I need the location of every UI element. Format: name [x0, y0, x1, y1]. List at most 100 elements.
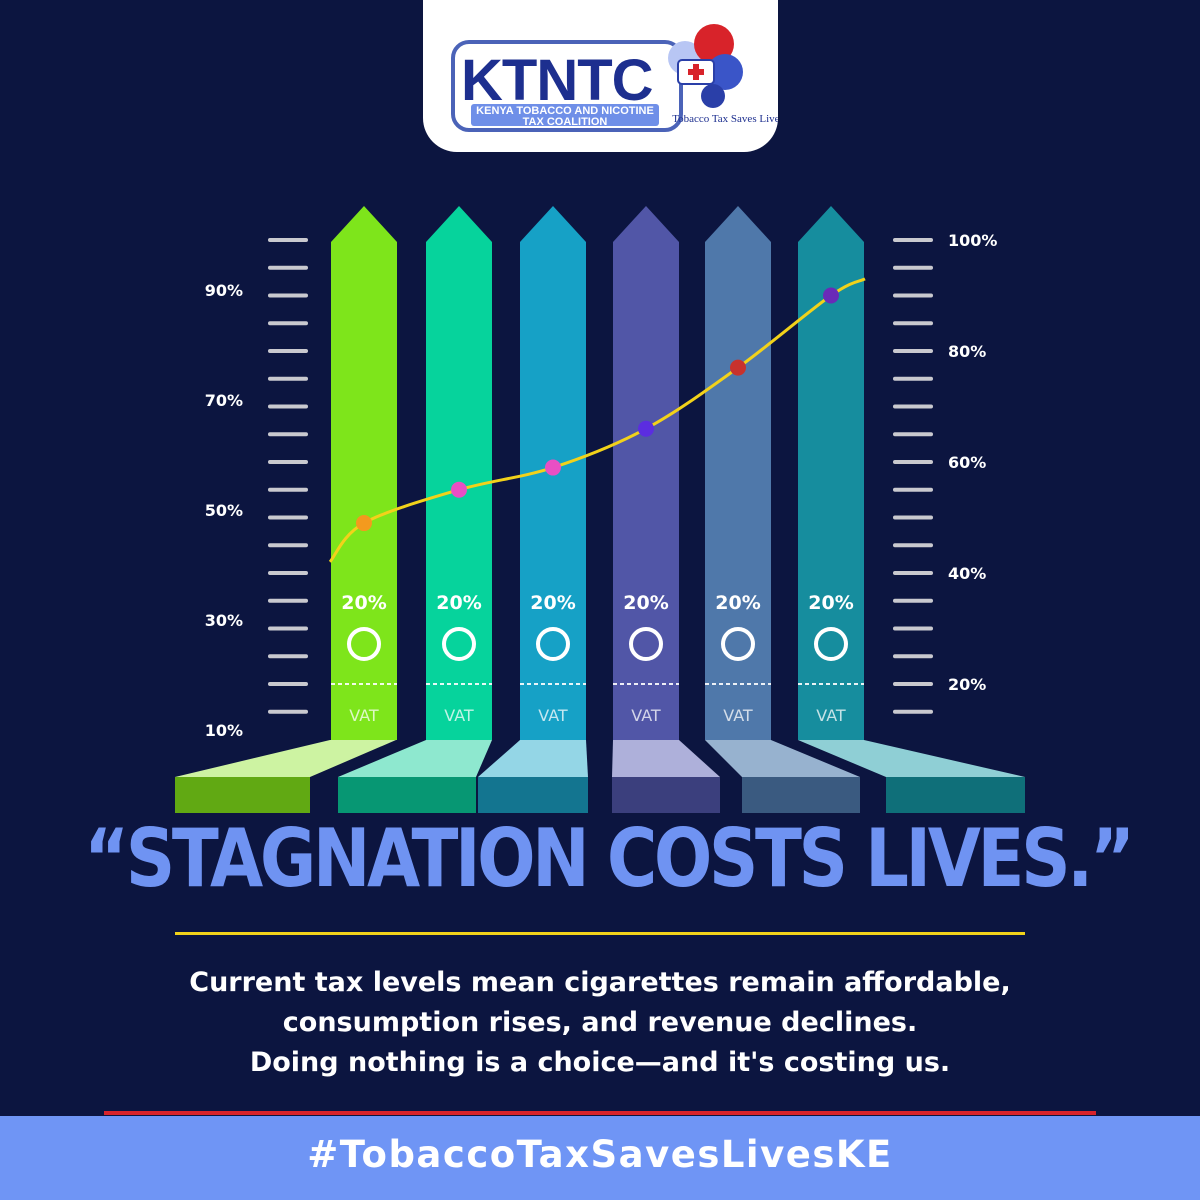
left-axis-label-5: 90%	[205, 281, 243, 300]
left-axis-tick-5	[268, 349, 308, 353]
left-axis: 10% 30% 50% 70% 90%	[205, 238, 308, 740]
left-axis-tick-9	[268, 460, 308, 464]
bar-base-front-1	[175, 777, 310, 813]
left-axis-tick-7	[268, 404, 308, 409]
trend-curve	[328, 277, 866, 563]
bar-3d-bases	[175, 740, 1025, 813]
right-axis-label-1: 20%	[948, 675, 986, 694]
people-health-icon	[668, 24, 743, 108]
bar-base-front-2	[338, 777, 476, 813]
bar-ring-icon-1	[347, 627, 381, 661]
body-line-3: Doing nothing is a choice—and it's costi…	[249, 1047, 951, 1078]
right-axis-tick-12	[893, 543, 933, 548]
bar-value-label-5: 20%	[715, 592, 760, 614]
left-axis-tick-3	[268, 293, 308, 298]
logo-org-line2: TAX COALITION	[523, 116, 608, 128]
bar-value-label-6: 20%	[808, 592, 853, 614]
logo-tagline: Tobacco Tax Saves Lives	[672, 113, 778, 125]
bar-ring-icon-4	[629, 627, 663, 661]
right-axis-tick-5	[893, 349, 933, 353]
footer-divider	[104, 1111, 1096, 1115]
bar-base-front-3	[478, 777, 588, 813]
body-line-1: Current tax levels mean cigarettes remai…	[189, 967, 1011, 998]
right-axis-label-4: 80%	[948, 342, 986, 361]
right-axis-tick-8	[893, 432, 933, 437]
left-axis-tick-17	[268, 682, 308, 686]
right-axis-tick-2	[893, 265, 933, 270]
bar-ring-icon-2	[442, 627, 476, 661]
left-axis-tick-13	[268, 571, 308, 575]
bar-base-label-4: VAT	[631, 706, 661, 725]
right-axis-tick-18	[893, 709, 933, 714]
right-axis-tick-13	[893, 571, 933, 575]
right-axis-tick-17	[893, 682, 933, 686]
hashtag-banner: #TobaccoTaxSavesLivesKE	[0, 1116, 1200, 1200]
right-axis-label-5: 100%	[948, 231, 997, 250]
bar-5	[705, 206, 771, 740]
trend-point-1	[356, 515, 372, 532]
right-axis-tick-16	[893, 654, 933, 659]
left-axis-tick-6	[268, 376, 308, 381]
right-axis-label-2: 40%	[948, 564, 986, 583]
right-axis-tick-6	[893, 376, 933, 381]
bar-base-label-2: VAT	[444, 706, 474, 725]
ktntc-logo: KTNTC KENYA TOBACCO AND NICOTINE TAX COA…	[451, 24, 784, 132]
right-axis-tick-15	[893, 626, 933, 631]
left-axis-tick-15	[268, 626, 308, 631]
bar-base-label-5: VAT	[723, 706, 753, 725]
bar-1	[331, 206, 397, 740]
right-axis: 20% 40% 60% 80% 100%	[893, 231, 997, 714]
left-axis-label-4: 70%	[205, 391, 243, 410]
bar-base-top-5	[705, 740, 860, 777]
left-axis-tick-14	[268, 598, 308, 603]
left-axis-tick-11	[268, 515, 308, 520]
right-axis-tick-1	[893, 238, 933, 242]
bar-2	[426, 206, 492, 740]
left-axis-tick-1	[268, 238, 308, 242]
logo-name-band	[471, 104, 659, 126]
bar-base-top-3	[478, 740, 588, 777]
right-axis-tick-3	[893, 293, 933, 298]
bar-value-label-2: 20%	[436, 592, 481, 614]
trend-point-6	[823, 287, 839, 304]
bar-ring-icon-3	[536, 627, 570, 661]
left-axis-label-1: 10%	[205, 721, 243, 740]
bar-value-label-1: 20%	[341, 592, 386, 614]
left-axis-tick-16	[268, 654, 308, 659]
logo-frame	[451, 40, 683, 132]
right-axis-tick-9	[893, 460, 933, 464]
slogan: “STAGNATION COSTS LIVES.”	[84, 812, 1135, 905]
hashtag: #TobaccoTaxSavesLivesKE	[307, 1133, 893, 1176]
bar-value-label-3: 20%	[530, 592, 575, 614]
right-axis-tick-14	[893, 598, 933, 603]
bar-base-top-1	[175, 740, 396, 777]
trend-point-2	[451, 481, 467, 498]
right-axis-tick-4	[893, 321, 933, 326]
bar-4	[613, 206, 679, 740]
bar-base-front-5	[742, 777, 860, 813]
bar-base-label-6: VAT	[816, 706, 846, 725]
bar-base-top-4	[612, 740, 720, 777]
left-axis-tick-8	[268, 432, 308, 437]
logo-card: KTNTC KENYA TOBACCO AND NICOTINE TAX COA…	[423, 0, 784, 152]
bar-base-front-4	[612, 777, 720, 813]
left-axis-label-3: 50%	[205, 501, 243, 520]
bar-base-label-1: VAT	[349, 706, 379, 725]
bar-value-label-4: 20%	[623, 592, 668, 614]
trend-point-4	[638, 420, 654, 437]
bars: 20% VAT 20% VAT 20% VAT 20% VAT 20% VAT 20% VAT	[331, 206, 864, 740]
logo-acronym: KTNTC	[461, 48, 653, 113]
right-axis-tick-11	[893, 515, 933, 520]
left-axis-tick-18	[268, 709, 308, 714]
left-axis-tick-10	[268, 487, 308, 492]
trend-points	[356, 287, 839, 532]
logo-org-line1: KENYA TOBACCO AND NICOTINE	[476, 105, 654, 117]
chart: 20% VAT 20% VAT 20% VAT 20% VAT 20% VAT 20% VAT 10%…	[175, 206, 1025, 813]
bar-base-front-6	[886, 777, 1025, 813]
bar-base-label-3: VAT	[538, 706, 568, 725]
body-line-2: consumption rises, and revenue declines.	[282, 1007, 918, 1038]
bar-ring-icon-5	[721, 627, 755, 661]
bar-ring-icon-6	[814, 627, 848, 661]
body-text: Current tax levels mean cigarettes remai…	[100, 963, 1100, 1083]
right-axis-label-3: 60%	[948, 453, 986, 472]
